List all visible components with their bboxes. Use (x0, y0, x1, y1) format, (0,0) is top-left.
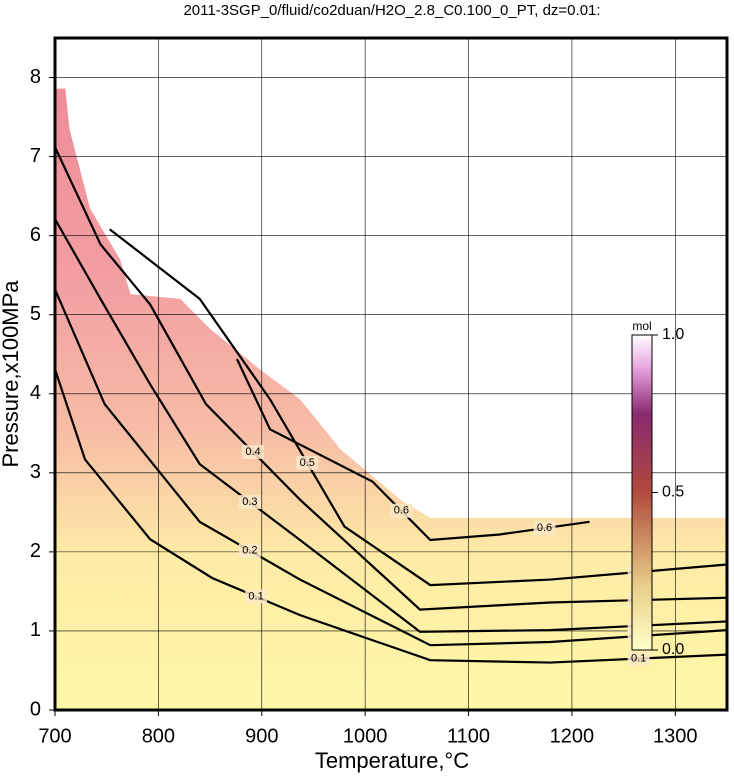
y-axis-label: Pressure,x100MPa (0, 280, 23, 468)
y-tick-label: 3 (30, 461, 41, 483)
contour-line (109, 228, 728, 587)
colorbar-tick-label: 0.0 (662, 641, 684, 658)
x-tick-label: 1200 (550, 725, 595, 747)
colorbar-tick-label: 1.0 (662, 326, 684, 343)
contour-label-bg (296, 455, 319, 470)
colorbar (631, 334, 653, 651)
x-tick-label: 1000 (343, 725, 388, 747)
y-tick-label: 1 (30, 619, 41, 641)
contour-label-bg (238, 495, 261, 510)
contour-label-bg (245, 589, 268, 604)
contour-label: 0.2 (242, 545, 257, 557)
data-region (55, 88, 727, 710)
colorbar-tick-label: 0.5 (662, 484, 684, 501)
x-tick-label: 700 (38, 725, 71, 747)
y-tick-label: 6 (30, 224, 41, 246)
y-tick-label: 8 (30, 66, 41, 88)
contour-label: 0.1 (248, 590, 263, 602)
contour-label-bg (627, 651, 650, 666)
contour-line (53, 288, 728, 647)
x-tick-label: 900 (245, 725, 278, 747)
contour-label: 0.6 (537, 522, 552, 534)
chart-title: 2011-3SGP_0/fluid/co2duan/H2O_2.8_C0.100… (183, 2, 600, 19)
plot-frame (53, 36, 729, 712)
contour-label: 0.6 (394, 505, 409, 517)
contour-label-bg (533, 521, 556, 536)
y-tick-label: 7 (30, 145, 41, 167)
contour-label: 0.3 (242, 496, 257, 508)
contour-label-bg (238, 543, 261, 558)
y-tick-label: 5 (30, 303, 41, 325)
x-axis-label: Temperature,°C (315, 748, 469, 773)
x-tick-label: 1100 (447, 725, 490, 747)
colorbar-label: mol (632, 319, 651, 333)
y-tick-label: 2 (30, 540, 41, 562)
y-tick-label: 4 (30, 382, 41, 404)
contour-label-bg (241, 444, 264, 459)
contour-label: 0.1 (631, 653, 646, 665)
x-tick-label: 1300 (653, 725, 698, 747)
contour-label: 0.5 (300, 457, 315, 469)
contour-label: 0.4 (245, 446, 260, 458)
y-tick-label: 0 (30, 698, 41, 720)
x-tick-label: 800 (142, 725, 175, 747)
contour-label-bg (390, 503, 413, 518)
